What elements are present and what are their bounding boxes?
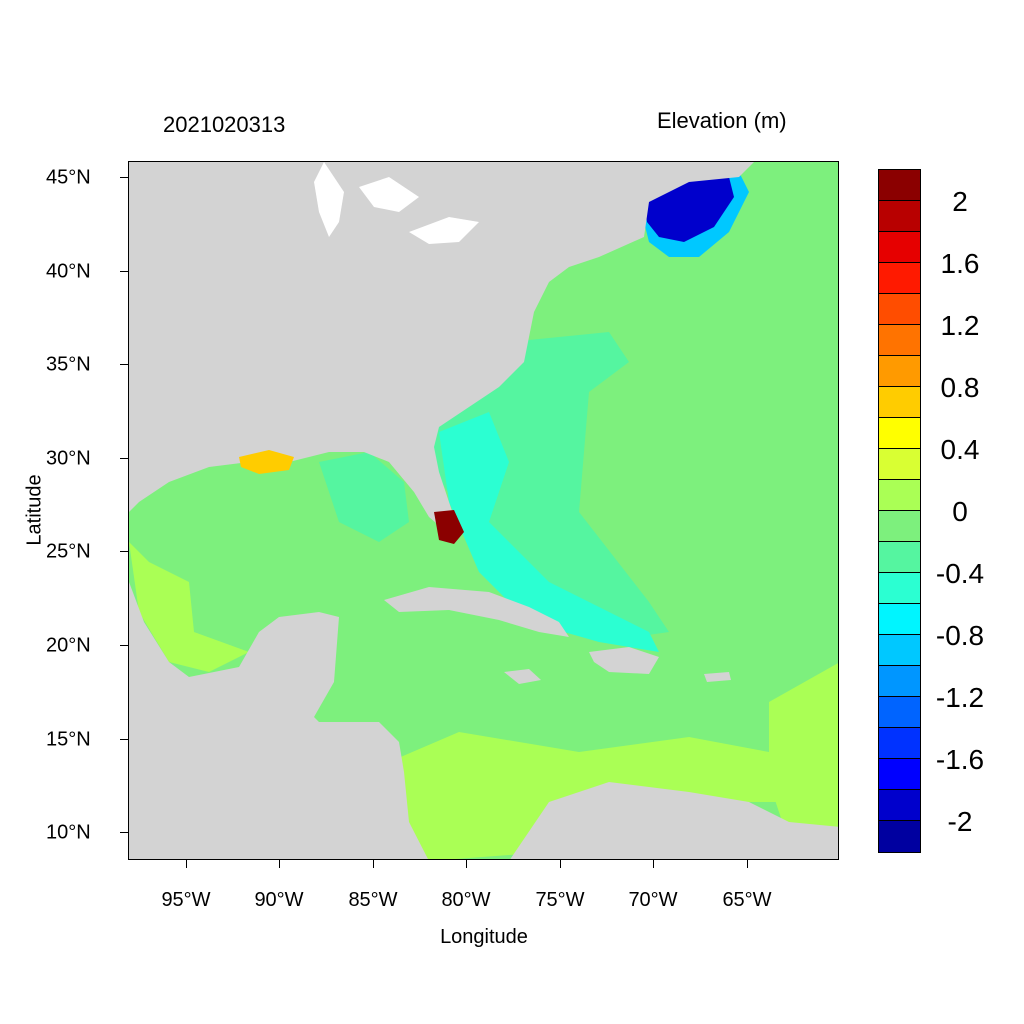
colorbar-segment [879, 170, 920, 201]
y-tick-label: 10°N [46, 821, 91, 844]
cuba-land [384, 587, 569, 637]
colorbar-segment [879, 728, 920, 759]
colorbar-label: 1.2 [940, 310, 980, 341]
colorbar-segment [879, 542, 920, 573]
x-tick-label: 85°W [348, 889, 398, 911]
x-tick [466, 860, 467, 868]
colorbar-segment [879, 480, 920, 511]
colorbar-segment [879, 759, 920, 790]
hispaniola-land [589, 647, 659, 674]
x-tick-label: 95°W [161, 889, 211, 911]
colorbar-segment [879, 511, 920, 542]
x-tick [560, 860, 561, 868]
y-axis-title: Latitude [23, 474, 46, 546]
x-tick-label: 75°W [535, 889, 585, 911]
colorbar-label: 0.4 [940, 434, 980, 465]
colorbar-segment [879, 635, 920, 666]
colorbar-segment [879, 573, 920, 604]
colorbar-label: 2 [952, 186, 968, 217]
x-axis-title: Longitude [440, 926, 528, 948]
y-tick [120, 177, 128, 178]
y-tick [120, 645, 128, 646]
colorbar-segment [879, 449, 920, 480]
colorbar-segment [879, 697, 920, 728]
x-tick [747, 860, 748, 868]
colorbar-label: 1.6 [940, 248, 980, 279]
y-tick [120, 271, 128, 272]
colorbar-label: -0.4 [935, 558, 985, 589]
y-tick-label: 20°N [46, 634, 91, 657]
colorbar-label: -0.8 [935, 620, 985, 651]
puerto-rico-land [704, 672, 731, 682]
colorbar-segment [879, 790, 920, 821]
x-tick-label: 80°W [441, 889, 491, 911]
x-tick-label: 70°W [628, 889, 678, 911]
x-tick [653, 860, 654, 868]
y-tick-label: 35°N [46, 353, 91, 376]
colorbar-segment [879, 232, 920, 263]
louisiana-surge [239, 450, 294, 474]
y-tick-label: 15°N [46, 728, 91, 751]
y-tick [120, 458, 128, 459]
colorbar-segment [879, 201, 920, 232]
y-tick [120, 832, 128, 833]
east-caribbean-zone [769, 663, 838, 859]
x-tick [279, 860, 280, 868]
bahamas-shelf-zone [439, 412, 659, 652]
colorbar-segment [879, 387, 920, 418]
colorbar-label: -2 [947, 806, 973, 837]
map-plot-area [128, 161, 839, 860]
colorbar-label: 0 [952, 496, 968, 527]
x-tick-label: 65°W [722, 889, 772, 911]
variable-title: Elevation (m) [657, 108, 787, 133]
atlantic-shelf-zone [429, 332, 669, 642]
colorbar [878, 169, 921, 853]
y-tick-label: 30°N [46, 447, 91, 470]
south-america-land [510, 782, 838, 859]
colorbar-label: 0.8 [940, 372, 980, 403]
gulf-west-zone [129, 542, 249, 672]
yucatan-mexico-land [129, 582, 428, 859]
colorbar-segment [879, 294, 920, 325]
y-tick [120, 551, 128, 552]
timestamp-title: 2021020313 [163, 112, 286, 137]
y-tick [120, 739, 128, 740]
y-tick-label: 40°N [46, 260, 91, 283]
x-tick [373, 860, 374, 868]
x-tick-label: 90°W [254, 889, 304, 911]
y-tick [120, 364, 128, 365]
map-svg [129, 162, 838, 859]
colorbar-segment [879, 356, 920, 387]
jamaica-land [504, 669, 541, 684]
y-tick-label: 25°N [46, 540, 91, 563]
gulf-east-zone [319, 452, 409, 542]
colorbar-label: -1.2 [935, 682, 985, 713]
x-tick [186, 860, 187, 868]
colorbar-segment [879, 666, 920, 697]
great-lakes-water [314, 162, 479, 244]
north-america-land [129, 162, 754, 534]
colorbar-segment [879, 418, 920, 449]
colorbar-segment [879, 325, 920, 356]
colorbar-label: -1.6 [935, 744, 985, 775]
florida-surge [434, 510, 464, 544]
colorbar-segment [879, 821, 920, 852]
y-tick-label: 45°N [46, 166, 91, 189]
colorbar-segment [879, 263, 920, 294]
colorbar-segment [879, 604, 920, 635]
